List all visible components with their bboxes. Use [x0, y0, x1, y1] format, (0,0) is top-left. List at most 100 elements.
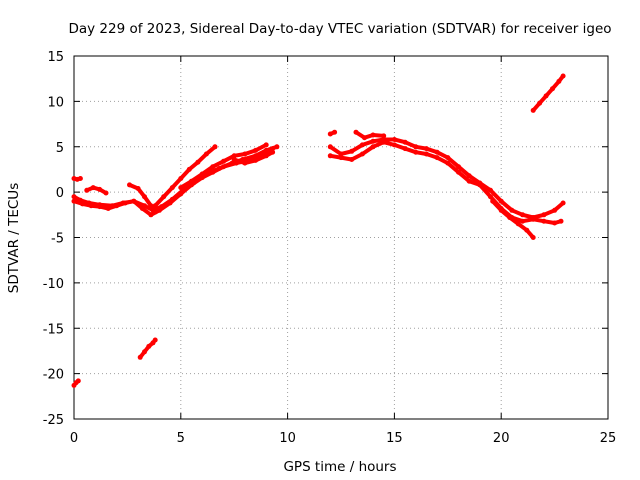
data-point — [509, 207, 515, 213]
data-point — [552, 207, 558, 213]
data-point — [167, 200, 173, 206]
x-tick-labels: 0 5 10 15 20 25 — [70, 431, 616, 446]
data-point — [71, 194, 77, 200]
data-point — [391, 137, 397, 142]
data-point — [541, 212, 547, 218]
data-point — [242, 151, 248, 157]
data-point — [210, 164, 216, 170]
grid-lines — [74, 56, 608, 419]
y-tick-label: 15 — [47, 50, 64, 65]
y-tick-label: 0 — [56, 186, 64, 201]
series-track-m — [530, 73, 566, 113]
data-point — [552, 220, 558, 226]
data-point — [338, 155, 344, 161]
data-point — [142, 349, 147, 355]
data-point — [263, 142, 269, 148]
data-point — [156, 207, 162, 213]
y-tick-label: -25 — [43, 413, 64, 428]
y-tick-label: 10 — [47, 95, 64, 110]
data-point — [498, 198, 504, 204]
data-point — [488, 187, 493, 193]
data-series — [71, 73, 566, 388]
series-track-k — [353, 129, 387, 141]
data-point — [362, 135, 367, 141]
x-tick-label: 15 — [386, 431, 403, 446]
data-point — [530, 107, 536, 113]
data-point — [114, 203, 120, 209]
series-track-h — [327, 137, 566, 220]
data-point — [88, 203, 94, 209]
y-tick-label: -15 — [43, 322, 64, 337]
data-point — [353, 129, 359, 135]
data-point — [349, 148, 355, 154]
data-point — [137, 354, 143, 360]
data-point — [537, 100, 543, 106]
data-point — [327, 144, 333, 150]
data-point — [402, 146, 408, 152]
data-point — [195, 159, 201, 165]
y-axis-title: SDTVAR / TECUs — [6, 183, 22, 293]
data-point — [327, 153, 333, 159]
data-point — [131, 198, 137, 204]
data-point — [135, 186, 141, 191]
data-point — [178, 185, 184, 191]
data-point — [530, 216, 536, 222]
data-point — [221, 158, 226, 164]
data-point — [122, 200, 128, 206]
chart-title: Day 229 of 2023, Sidereal Day-to-day VTE… — [68, 21, 611, 37]
data-point — [445, 160, 451, 166]
data-point — [488, 194, 493, 200]
data-point — [253, 147, 259, 153]
data-point — [456, 164, 461, 170]
y-tick-label: -20 — [43, 368, 64, 383]
data-point — [178, 191, 184, 197]
series-track-b — [71, 146, 276, 218]
data-point — [434, 155, 440, 161]
data-point — [71, 198, 77, 204]
axis-ticks — [73, 55, 609, 420]
x-tick-label: 10 — [279, 431, 296, 446]
data-point — [152, 337, 158, 343]
data-point — [381, 133, 387, 139]
data-point — [560, 73, 566, 79]
data-point — [466, 178, 472, 184]
data-point — [391, 142, 397, 148]
data-point — [212, 144, 218, 150]
data-point — [520, 212, 526, 218]
data-point — [90, 185, 96, 191]
data-point — [152, 209, 158, 215]
series-track-p — [71, 176, 83, 182]
data-point — [270, 146, 276, 152]
series-track-g — [231, 149, 276, 166]
data-point — [359, 151, 365, 157]
data-point — [161, 194, 167, 200]
data-point — [270, 149, 276, 155]
y-tick-labels: -25 -20 -15 -10 -5 0 5 10 15 — [43, 50, 64, 428]
series-line — [84, 185, 108, 195]
data-point — [359, 142, 365, 148]
series-track-c — [84, 185, 109, 196]
data-point — [413, 144, 419, 150]
data-point — [139, 206, 145, 211]
x-tick-label: 25 — [600, 431, 617, 446]
data-point — [445, 155, 451, 161]
data-point — [550, 86, 555, 92]
data-point — [477, 182, 483, 188]
data-point — [370, 138, 376, 144]
data-point — [242, 160, 248, 166]
series-track-e — [152, 144, 218, 209]
data-point — [558, 218, 564, 224]
data-point — [498, 207, 504, 213]
data-point — [203, 151, 209, 157]
data-point — [97, 204, 103, 210]
x-axis-title: GPS time / hours — [283, 459, 396, 475]
series-track-i — [327, 139, 564, 226]
data-point — [127, 182, 132, 188]
data-point — [178, 176, 184, 181]
data-point — [210, 169, 216, 175]
data-point — [199, 171, 205, 177]
data-point — [253, 157, 259, 163]
data-point — [75, 378, 81, 384]
data-point — [370, 132, 376, 138]
